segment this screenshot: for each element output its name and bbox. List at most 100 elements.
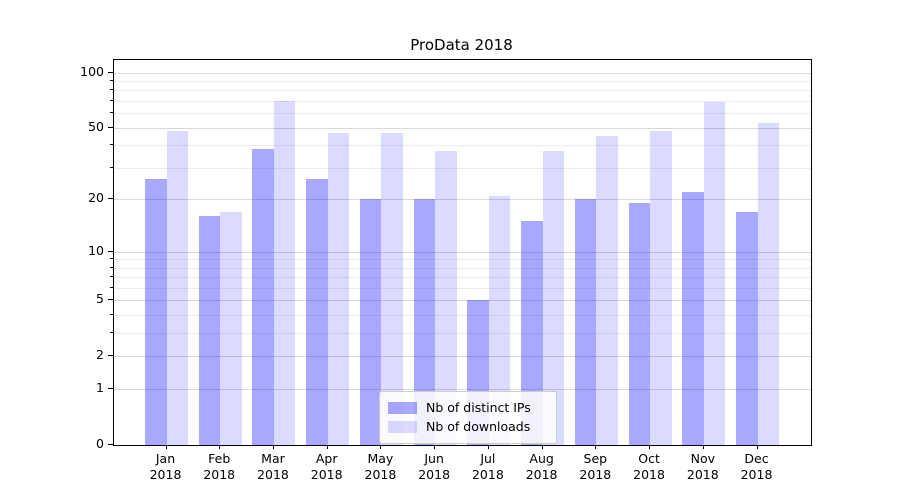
y-tick-mark-100 [108, 71, 113, 73]
gridline-major-10 [114, 251, 811, 253]
y-tick-mark-1 [108, 388, 113, 390]
x-tick-year: 2018 [310, 467, 343, 482]
y-tick-label-20: 20 [88, 190, 104, 206]
bar-downloads-Apr [327, 132, 350, 445]
y-tick-mark-2 [108, 355, 113, 357]
bar-ips-Mar [252, 149, 274, 445]
x-tick-month: Oct [638, 451, 660, 466]
x-tick-mark-Aug [541, 445, 543, 449]
x-tick-month: Jun [424, 451, 444, 466]
gridline-minor-30 [114, 167, 811, 169]
legend-swatch-distinct-ips [388, 401, 417, 414]
x-tick-mark-Nov [702, 445, 704, 449]
x-tick-label-Jul: Jul 2018 [448, 451, 528, 483]
x-tick-mark-Jun [434, 445, 436, 449]
x-tick-label-May: May 2018 [340, 451, 420, 483]
x-tick-mark-Dec [756, 445, 758, 449]
y-minor-tick-mark-8 [110, 266, 113, 268]
x-tick-label-Jun: Jun 2018 [394, 451, 474, 483]
gridline-major-50 [114, 127, 811, 129]
bar-ips-Feb [198, 216, 221, 445]
x-tick-month: Nov [690, 451, 715, 466]
legend-entry-downloads: Nb of downloads [388, 418, 546, 435]
bar-downloads-Mar [273, 101, 296, 445]
bar-downloads-Jun [435, 151, 457, 445]
x-tick-month: Aug [529, 451, 554, 466]
gridline-minor-8 [114, 267, 811, 269]
x-tick-label-Oct: Oct 2018 [609, 451, 689, 483]
legend-label-downloads: Nb of downloads [426, 419, 531, 434]
x-tick-mark-Jul [487, 445, 489, 449]
bar-ips-Oct [628, 203, 651, 445]
y-minor-tick-mark-7 [110, 276, 113, 278]
x-tick-year: 2018 [525, 467, 558, 482]
x-tick-month: Mar [261, 451, 285, 466]
bar-ips-May [359, 199, 382, 445]
x-tick-label-Sep: Sep 2018 [555, 451, 635, 483]
bar-downloads-Dec [757, 123, 780, 445]
x-tick-month: Sep [583, 451, 608, 466]
x-tick-month: Feb [208, 451, 231, 466]
y-minor-tick-mark-30 [110, 166, 113, 168]
bar-downloads-May [381, 132, 403, 445]
x-tick-label-Dec: Dec 2018 [717, 451, 797, 483]
y-minor-tick-mark-3 [110, 332, 113, 334]
x-tick-year: 2018 [471, 467, 504, 482]
x-tick-month: Jul [480, 451, 496, 466]
gridline-minor-70 [114, 101, 811, 103]
x-tick-mark-Oct [649, 445, 651, 449]
bar-ips-Sep [574, 199, 597, 445]
y-tick-mark-5 [108, 299, 113, 301]
gridline-major-5 [114, 300, 811, 302]
x-tick-year: 2018 [257, 467, 289, 482]
y-tick-mark-10 [108, 250, 113, 252]
y-tick-label-50: 50 [88, 118, 104, 134]
y-minor-tick-mark-80 [110, 89, 113, 91]
gridline-minor-80 [114, 90, 811, 92]
gridline-major-20 [114, 199, 811, 201]
x-tick-label-Mar: Mar 2018 [233, 451, 313, 483]
x-tick-label-Nov: Nov 2018 [663, 451, 743, 483]
legend-swatch-downloads [388, 420, 417, 433]
y-minor-tick-mark-70 [110, 100, 113, 102]
x-tick-label-Aug: Aug 2018 [502, 451, 582, 483]
x-tick-mark-Jan [165, 445, 167, 449]
bar-downloads-Oct [650, 130, 672, 445]
x-tick-year: 2018 [149, 467, 182, 482]
x-tick-label-Apr: Apr 2018 [287, 451, 367, 483]
x-tick-mark-Sep [595, 445, 597, 449]
y-minor-tick-mark-60 [110, 112, 113, 114]
legend-label-distinct-ips: Nb of distinct IPs [426, 400, 531, 415]
bar-ips-Jan [145, 179, 167, 445]
x-tick-year: 2018 [633, 467, 665, 482]
gridline-major-100 [114, 72, 811, 74]
x-tick-month: Dec [744, 451, 769, 466]
y-tick-label-10: 10 [88, 242, 104, 258]
bar-ips-Apr [306, 179, 328, 445]
gridline-major-2 [114, 356, 811, 358]
gridline-minor-60 [114, 113, 811, 115]
x-tick-mark-Apr [326, 445, 328, 449]
bar-downloads-Sep [596, 136, 618, 445]
x-tick-year: 2018 [686, 467, 719, 482]
gridline-minor-4 [114, 315, 811, 317]
gridline-minor-9 [114, 259, 811, 261]
bar-downloads-Jul [488, 195, 511, 445]
chart-title: ProData 2018 [410, 36, 513, 54]
y-tick-label-0: 0 [96, 436, 104, 451]
bar-downloads-Nov [703, 102, 726, 445]
bar-ips-Dec [736, 211, 758, 445]
legend: Nb of distinct IPs Nb of downloads [379, 391, 557, 444]
x-tick-year: 2018 [579, 467, 612, 482]
y-minor-tick-mark-4 [110, 314, 113, 316]
y-tick-label-1: 1 [96, 380, 104, 396]
y-tick-mark-50 [108, 126, 113, 128]
y-tick-label-2: 2 [96, 347, 104, 363]
bar-ips-Nov [682, 191, 704, 445]
y-minor-tick-mark-6 [110, 286, 113, 288]
x-tick-month: May [367, 451, 394, 466]
x-tick-mark-Mar [272, 445, 274, 449]
y-minor-tick-mark-40 [110, 144, 113, 146]
x-tick-year: 2018 [740, 467, 773, 482]
